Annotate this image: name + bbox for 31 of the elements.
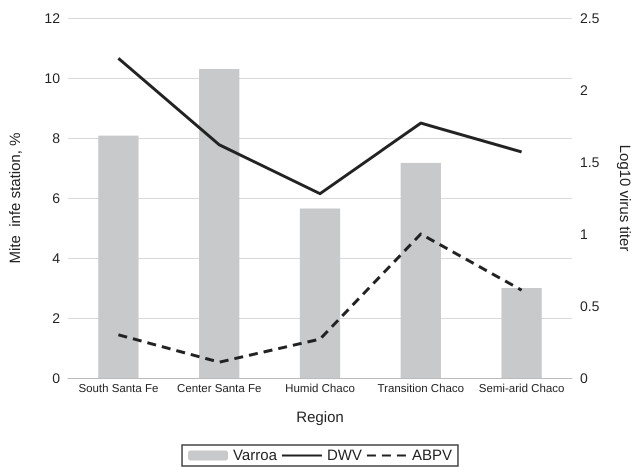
line-series (116, 232, 524, 364)
legend-label: Varroa (233, 447, 278, 464)
x-tick-label: Humid Chaco (285, 383, 355, 395)
x-tick-label: Semi-arid Chaco (478, 383, 564, 395)
legend-label: DWV (326, 447, 362, 464)
y-tick-label: 8 (52, 130, 60, 146)
y2-tick-label: 0.5 (580, 298, 600, 314)
legend-label: ABPV (412, 447, 452, 464)
y2-tick-label: 0 (580, 370, 588, 386)
bar (98, 136, 139, 378)
y-axis-title: Mite infe station, % (7, 132, 24, 264)
x-axis-title: Region (296, 409, 344, 426)
bar (300, 208, 340, 378)
y-tick-label: 6 (52, 190, 60, 206)
y2-tick-label: 2 (580, 82, 588, 98)
y2-axis-title: Log10 virus titer (616, 144, 633, 252)
y-tick-label: 10 (44, 70, 60, 86)
line-series (116, 56, 524, 196)
x-tick-label: Center Santa Fe (177, 383, 262, 395)
y2-tick-label: 2.5 (580, 10, 600, 26)
x-tick-label: South Santa Fe (78, 383, 158, 395)
y-tick-label: 2 (52, 310, 60, 326)
y-tick-label: 4 (52, 250, 60, 266)
bar (501, 288, 542, 378)
x-tick-label: Transition Chaco (378, 383, 464, 395)
y-tick-label: 0 (52, 370, 60, 386)
bar (400, 162, 441, 378)
y2-tick-label: 1.5 (580, 154, 600, 170)
y2-tick-label: 1 (580, 226, 588, 242)
y-tick-label: 12 (44, 10, 60, 26)
bar (199, 69, 240, 378)
